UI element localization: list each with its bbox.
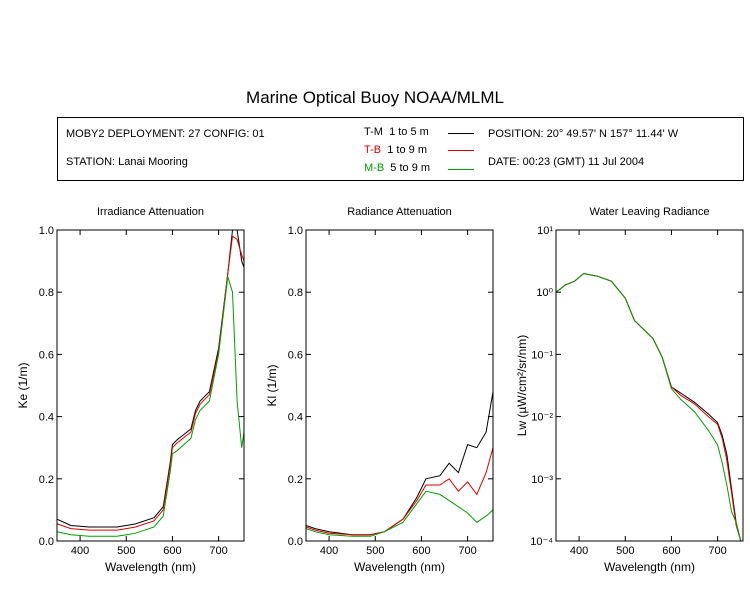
x-axis-label: Wavelength (nm)	[105, 560, 196, 574]
series-line-t-b	[57, 235, 244, 531]
x-axis-label: Wavelength (nm)	[604, 560, 695, 574]
legend-code: T-B	[364, 144, 382, 156]
y-tick-label: 0.8	[288, 287, 303, 299]
y-tick-label: 0.4	[39, 412, 54, 424]
x-tick-label: 400	[71, 545, 89, 557]
legend-line-mb	[448, 169, 474, 170]
legend-range: 1 to 9 m	[387, 144, 427, 156]
y-tick-label: 0.0	[39, 536, 54, 548]
position-text: POSITION: 20° 49.57' N 157° 11.44' W	[488, 128, 679, 140]
x-tick-label: 500	[117, 545, 135, 557]
plot-title: Irradiance Attenuation	[97, 206, 204, 218]
x-tick-label: 700	[209, 545, 227, 557]
y-tick-label: 10⁻³	[531, 474, 553, 486]
series-line-m-b	[306, 490, 493, 537]
y-tick-label: 10¹	[537, 225, 553, 237]
x-tick-label: 700	[458, 545, 476, 557]
legend-item-tm: T-M 1 to 5 m	[364, 126, 429, 138]
y-tick-label: 1.0	[39, 225, 54, 237]
y-tick-label: 0.2	[39, 474, 54, 486]
plot-frame	[305, 229, 494, 542]
y-tick-label: 1.0	[288, 225, 303, 237]
series-line-m-b	[556, 272, 742, 541]
series-line-t-b	[556, 272, 742, 541]
y-tick-label: 10⁰	[536, 287, 553, 299]
y-tick-label: 0.4	[288, 412, 303, 424]
series-line-t-m	[57, 230, 244, 528]
y-axis-label: Ke (1/m)	[16, 362, 30, 408]
y-tick-label: 0.6	[288, 349, 303, 361]
legend-item-tb: T-B 1 to 9 m	[364, 144, 427, 156]
legend-line-tb	[448, 150, 474, 151]
legend-range: 5 to 9 m	[390, 162, 431, 174]
x-tick-label: 600	[412, 545, 430, 557]
y-axis-label: Lw (µW/cm²/sr/nm)	[515, 335, 529, 437]
y-tick-label: 10⁻¹	[531, 349, 553, 361]
x-tick-label: 400	[570, 545, 588, 557]
legend-line-tm	[448, 133, 474, 134]
x-tick-label: 700	[708, 545, 726, 557]
x-tick-label: 500	[616, 545, 634, 557]
series-line-t-m	[556, 272, 742, 541]
y-tick-label: 0.2	[288, 474, 303, 486]
deployment-text: MOBY2 DEPLOYMENT: 27 CONFIG: 01	[66, 128, 265, 140]
plot-title: Radiance Attenuation	[347, 206, 452, 218]
chart-page-title: Marine Optical Buoy NOAA/MLML	[246, 88, 504, 107]
station-text: STATION: Lanai Mooring	[66, 156, 188, 168]
legend-range: 1 to 5 m	[389, 126, 429, 138]
series-line-t-m	[306, 391, 493, 536]
date-text: DATE: 00:23 (GMT) 11 Jul 2004	[488, 156, 645, 168]
deployment-info-box: MOBY2 DEPLOYMENT: 27 CONFIG: 01 STATION:…	[57, 117, 744, 181]
plot-title: Water Leaving Radiance	[589, 206, 709, 218]
y-axis-label: Kl (1/m)	[265, 364, 279, 406]
x-tick-label: 600	[662, 545, 680, 557]
x-tick-label: 600	[163, 545, 181, 557]
y-tick-label: 0.0	[288, 536, 303, 548]
plot-frame	[555, 229, 744, 542]
series-line-t-b	[306, 447, 493, 536]
x-tick-label: 400	[320, 545, 338, 557]
y-tick-label: 0.6	[39, 349, 54, 361]
y-tick-label: 10⁻²	[531, 412, 553, 424]
legend-code: M-B	[364, 162, 385, 174]
legend-item-mb: M-B 5 to 9 m	[364, 162, 430, 174]
x-tick-label: 500	[366, 545, 384, 557]
series-line-m-b	[57, 276, 244, 537]
x-axis-label: Wavelength (nm)	[354, 560, 445, 574]
y-tick-label: 10⁻⁴	[530, 536, 553, 548]
y-tick-label: 0.8	[39, 287, 54, 299]
legend-code: T-M	[364, 126, 383, 138]
plot-frame	[56, 229, 245, 542]
